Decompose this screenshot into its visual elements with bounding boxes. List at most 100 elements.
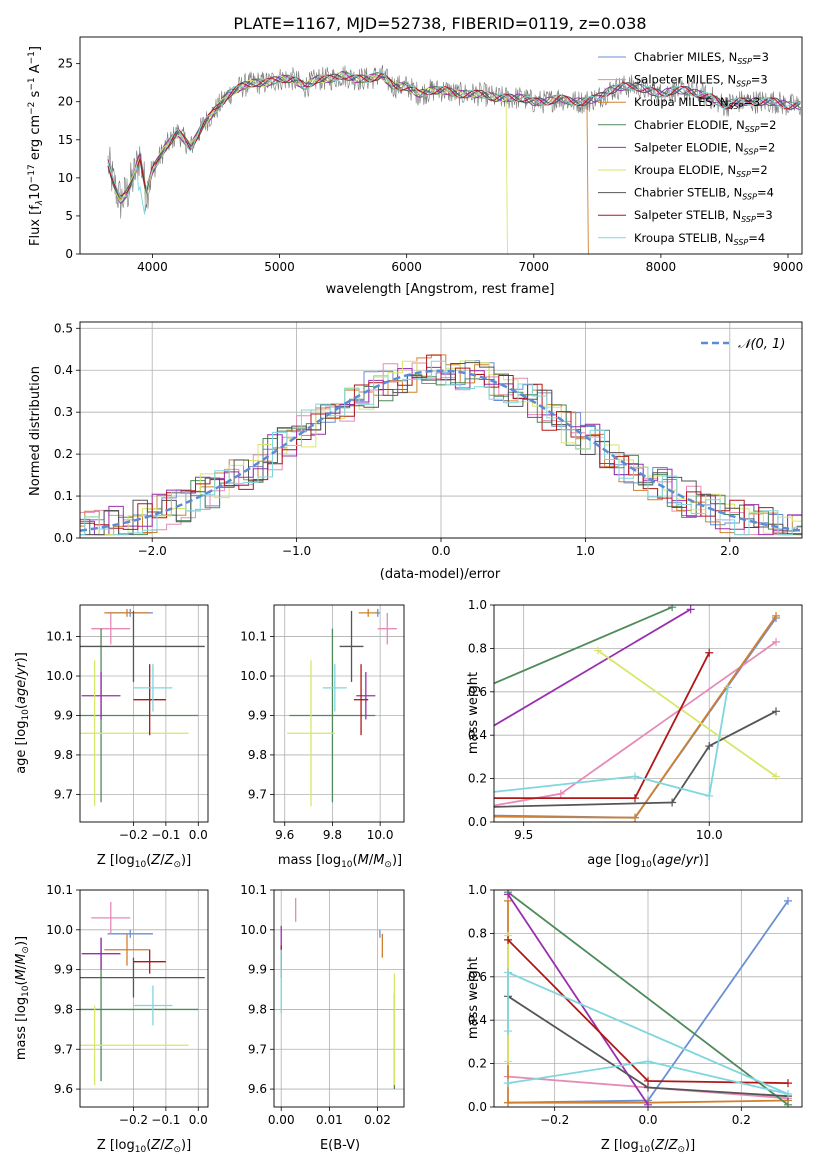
axes-frame xyxy=(493,889,803,1108)
legend-label-salpeter-stelib: Salpeter STELIB, NSSP=3 xyxy=(634,208,773,224)
x-tick-label: −0.1 xyxy=(151,1113,180,1127)
errorbars xyxy=(80,901,205,1086)
weight-marker-kroupa-stelib xyxy=(334,805,342,813)
y-tick-label: 0.8 xyxy=(468,926,487,940)
histograms xyxy=(80,354,802,536)
y-tick-label: 0.2 xyxy=(468,1057,487,1071)
x-tick-label: 10.0 xyxy=(696,828,723,842)
legend-label-kroupa-elodie: Kroupa ELODIE, NSSP=2 xyxy=(634,163,768,179)
weight-marker-kroupa-miles xyxy=(334,811,342,819)
y-tick-label: 0.0 xyxy=(468,815,487,829)
weight-marker-salpeter-stelib xyxy=(445,794,453,802)
errorbars xyxy=(80,608,205,807)
y-tick-label: 0.4 xyxy=(468,728,487,742)
x-tick-label: 6000 xyxy=(391,260,422,274)
weight-marker-chabrier-stelib xyxy=(316,807,324,815)
y-tick-label: 0.0 xyxy=(468,1100,487,1114)
spectrum-xlabel: wavelength [Angstrom, rest frame] xyxy=(326,282,555,297)
x-tick-label: 0.0 xyxy=(431,544,450,558)
weight-line-salpeter-miles xyxy=(494,641,777,807)
x-tick-label: −2.0 xyxy=(138,544,167,558)
panel8-xlabel: Z [log10(Z/Z⊙)] xyxy=(601,1138,695,1155)
weight-marker-kroupa-stelib xyxy=(705,791,714,800)
weight-marker-kroupa-stelib xyxy=(504,1027,512,1036)
weight-marker-chabrier-stelib xyxy=(705,742,714,751)
panel7-xlabel: E(B-V) xyxy=(320,1138,360,1153)
panel-8: −0.2 0.0 0.2 0.0 0.2 0.4 0.6 0.8 1.0 xyxy=(468,883,803,1127)
axes-frame xyxy=(79,321,803,539)
histogram-salpeter-stelib xyxy=(80,354,802,535)
histogram-kroupa-stelib xyxy=(80,360,802,536)
y-tick-label: 9.9 xyxy=(54,963,73,977)
x-tick-label: 9.8 xyxy=(323,828,342,842)
x-tick-label: 0.0 xyxy=(638,1113,657,1127)
residual-xlabel: (data-model)/error xyxy=(380,567,501,582)
weight-marker-chabrier-elodie xyxy=(784,1100,792,1107)
weight-marker-salpeter-stelib xyxy=(504,935,512,944)
panel6-xlabel: Z [log10(Z/Z⊙)] xyxy=(97,1138,191,1155)
y-tick-label: 10.1 xyxy=(46,630,73,644)
model-spectrum-kroupa-stelib xyxy=(107,70,801,215)
panel8-ylabel: mass weight xyxy=(466,957,481,1039)
y-tick-label: 9.6 xyxy=(54,1082,73,1096)
panel-7: 0.00 0.01 0.02 9.6 9.7 9.8 9.9 10.0 10.1 xyxy=(240,883,405,1127)
y-tick-label: 9.7 xyxy=(54,1042,73,1056)
weight-marker-salpeter-elodie xyxy=(334,814,342,822)
weight-marker-chabrier-stelib xyxy=(772,707,781,716)
x-tick-label: 0.02 xyxy=(364,1113,391,1127)
legend-label-salpeter-miles: Salpeter MILES, NSSP=3 xyxy=(634,73,768,89)
y-tick-label: 9.7 xyxy=(54,787,73,801)
y-tick-label: 9.9 xyxy=(248,963,267,977)
y-tick-label: 10.0 xyxy=(240,669,267,683)
weight-marker-kroupa-elodie xyxy=(593,646,602,655)
y-tick-label: 10 xyxy=(58,171,73,185)
weight-marker-chabrier-stelib xyxy=(668,798,677,807)
histogram-kroupa-miles xyxy=(80,354,802,536)
y-tick-label: 10.0 xyxy=(46,923,73,937)
axes-frame xyxy=(493,604,803,823)
weight-marker-kroupa-stelib xyxy=(723,683,732,692)
weight-line-kroupa-stelib xyxy=(494,687,729,798)
model-spectrum-kroupa-elodie xyxy=(107,72,508,254)
weight-marker-kroupa-stelib xyxy=(644,1057,652,1066)
weight-line-kroupa-elodie xyxy=(597,649,777,778)
y-tick-label: 0.8 xyxy=(468,641,487,655)
y-tick-label: 0.2 xyxy=(468,772,487,786)
y-tick-label: 9.8 xyxy=(248,1002,267,1016)
panel3-ylabel: age [log10(age/yr)] xyxy=(14,652,31,774)
x-tick-label: 0.00 xyxy=(268,1113,295,1127)
x-tick-label: −0.2 xyxy=(119,828,148,842)
y-tick-label: 0.2 xyxy=(54,447,73,461)
x-tick-label: 4000 xyxy=(137,260,168,274)
y-tick-label: 9.7 xyxy=(248,1042,267,1056)
weight-marker-salpeter-miles xyxy=(445,809,453,817)
errorbars xyxy=(280,897,396,1090)
weight-marker-kroupa-stelib xyxy=(504,968,512,977)
weight-marker-kroupa-elodie xyxy=(504,1057,512,1066)
y-tick-label: 9.6 xyxy=(248,1082,267,1096)
y-tick-label: 9.7 xyxy=(248,787,267,801)
weight-marker-kroupa-miles xyxy=(504,1098,512,1107)
errorbars xyxy=(287,608,397,807)
x-tick-label: 0.0 xyxy=(189,828,208,842)
panel-5: 9.5 10.0 0.0 0.2 0.4 0.6 0.8 1.0 xyxy=(316,598,803,842)
normal-curve xyxy=(80,369,802,532)
weight-line-salpeter-elodie xyxy=(507,893,649,1106)
y-tick-label: 10.0 xyxy=(240,923,267,937)
y-tick-label: 9.8 xyxy=(248,748,267,762)
axes-frame xyxy=(79,889,209,1108)
histogram-chabrier-elodie xyxy=(80,374,802,536)
y-tick-label: 10.0 xyxy=(46,669,73,683)
weight-marker-salpeter-miles xyxy=(556,789,565,798)
weight-marker-salpeter-stelib xyxy=(631,794,640,803)
panel-1: 4000 5000 6000 7000 8000 9000 0 5 10 15 20 25 Chabri… xyxy=(58,36,803,274)
panel3-xlabel: Z [log10(Z/Z⊙)] xyxy=(97,853,191,870)
weight-marker-chabrier-miles xyxy=(334,809,342,817)
weight-marker-salpeter-stelib xyxy=(705,648,714,657)
y-tick-label: 0.0 xyxy=(54,531,73,545)
legend-label-salpeter-elodie: Salpeter ELODIE, NSSP=2 xyxy=(634,140,775,156)
y-tick-label: 9.8 xyxy=(54,748,73,762)
spectrum-lines xyxy=(107,64,801,254)
y-tick-label: 0.3 xyxy=(54,405,73,419)
